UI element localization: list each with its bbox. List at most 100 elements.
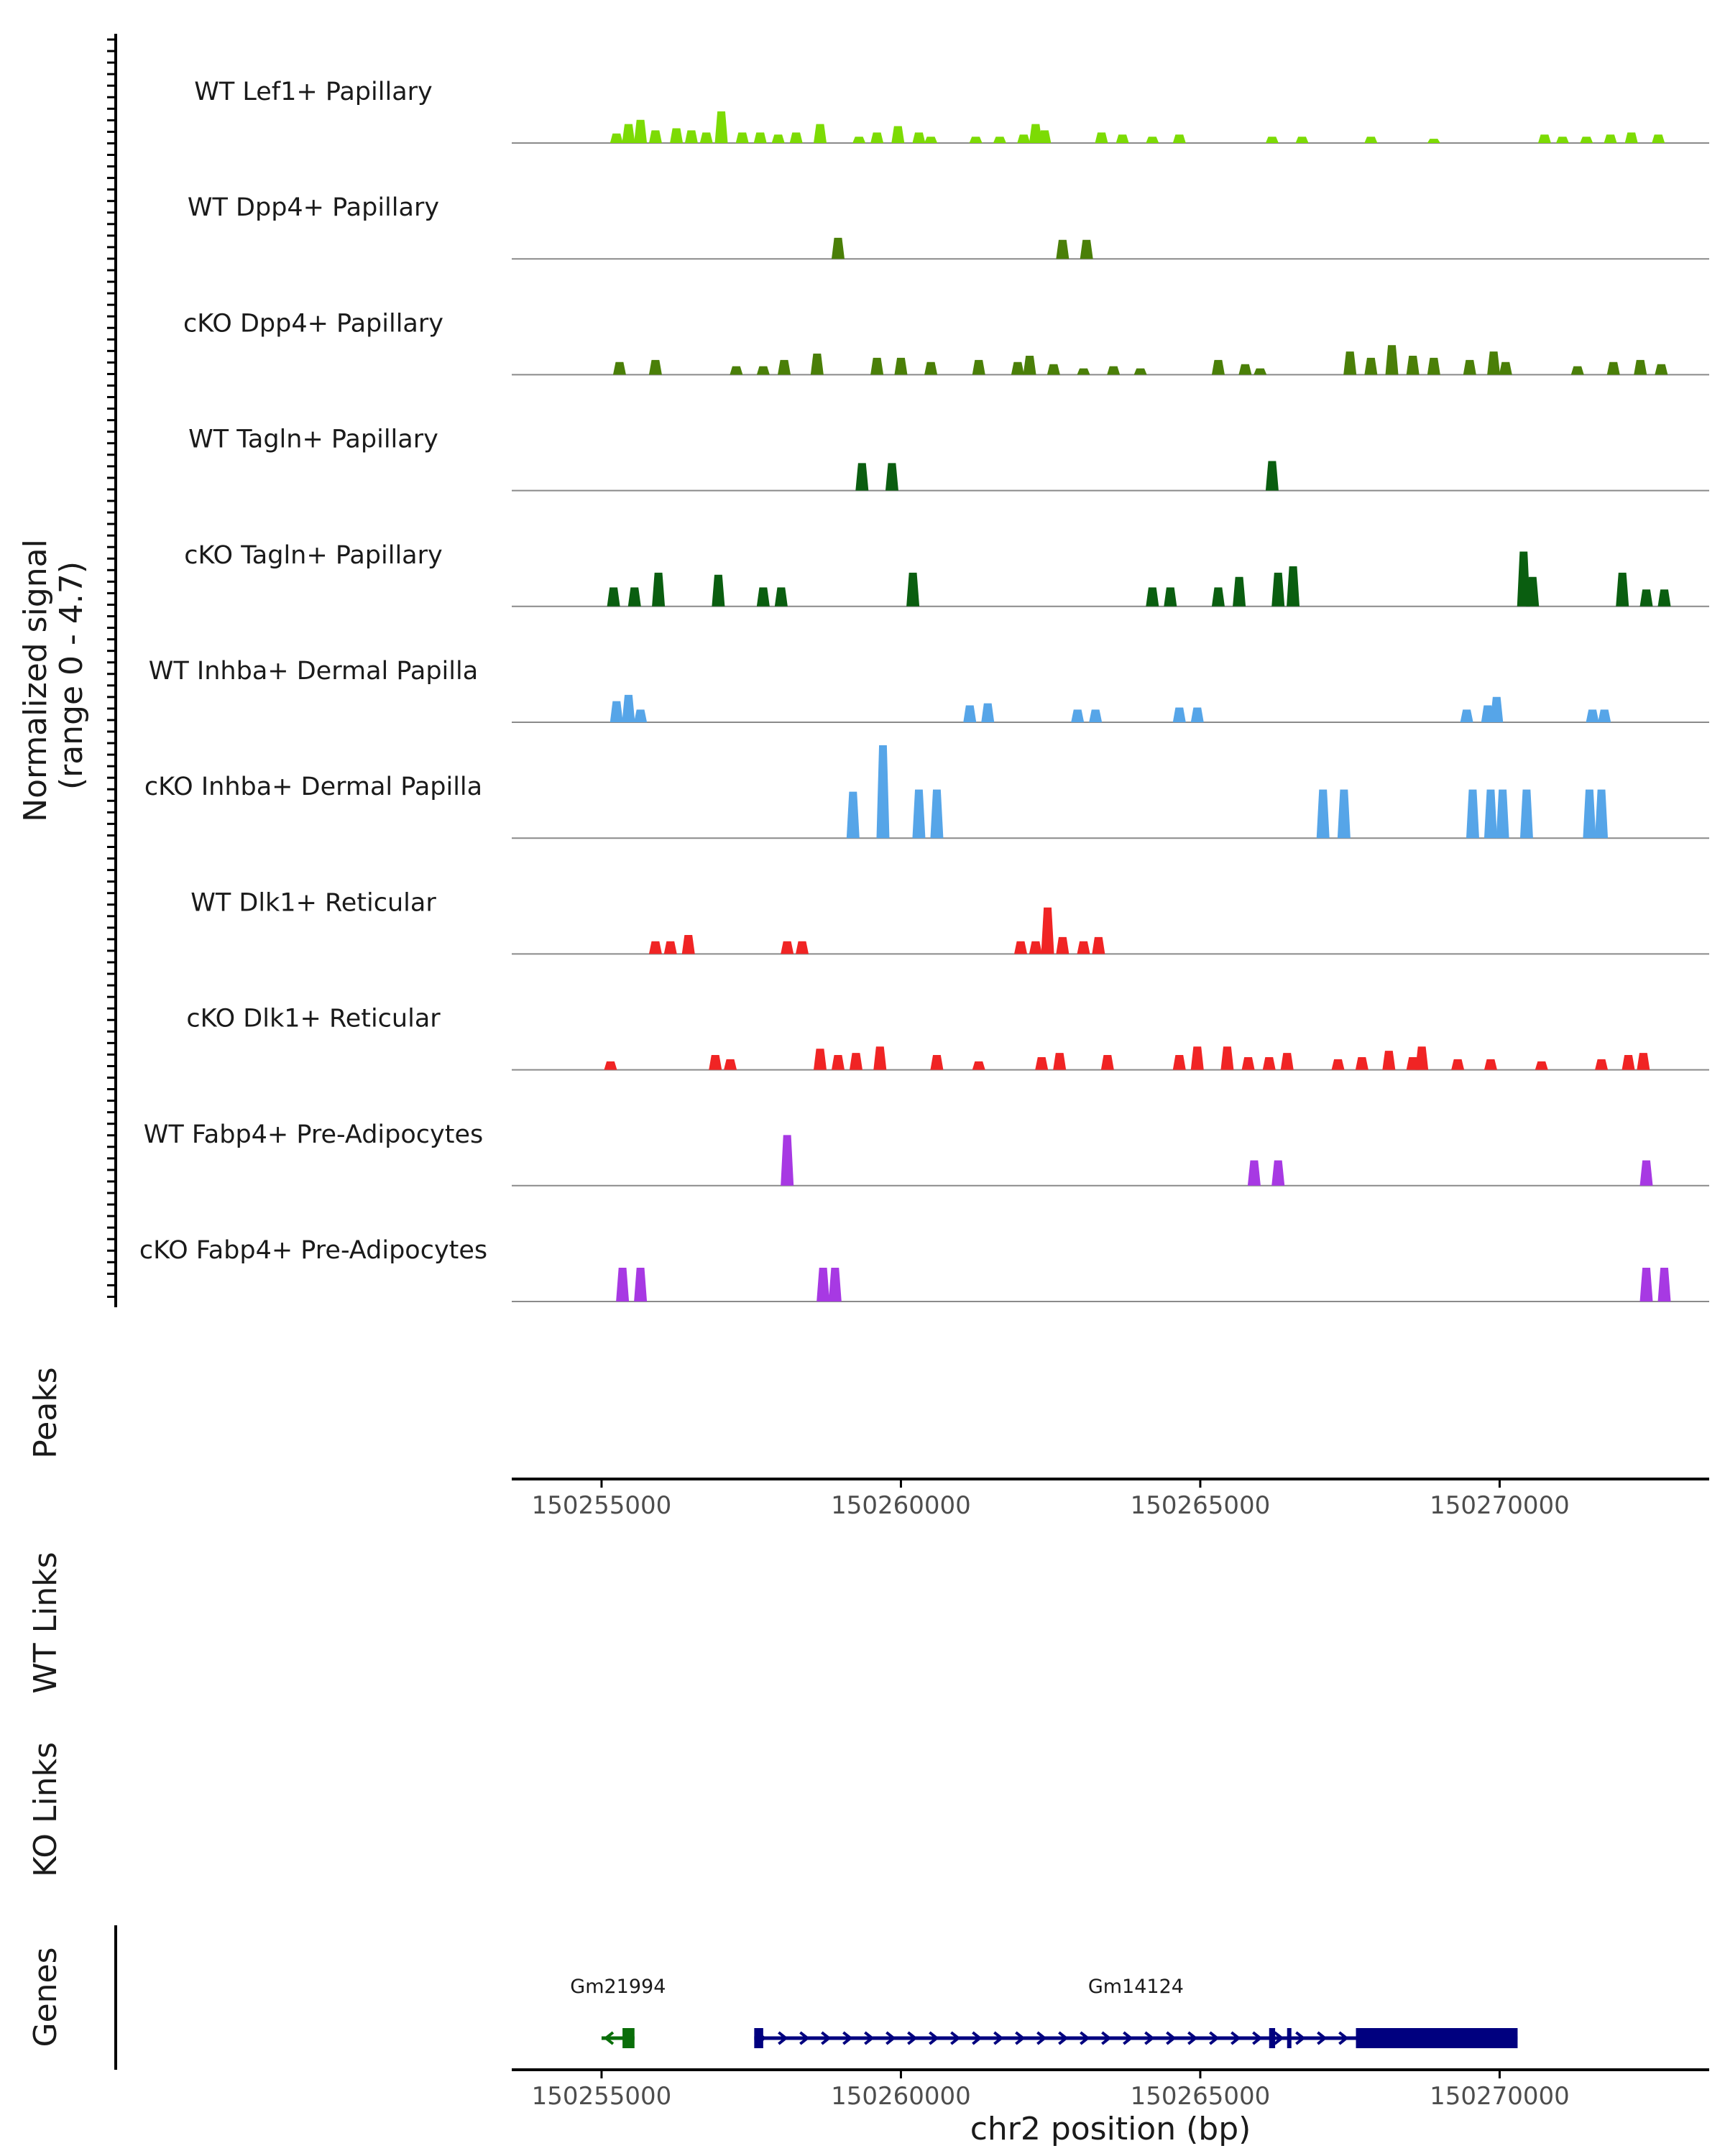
track-label: cKO Dpp4+ Papillary xyxy=(183,309,443,338)
strand-arrow xyxy=(1015,2031,1026,2045)
track-label: WT Dlk1+ Reticular xyxy=(190,888,436,917)
signal-peak xyxy=(1570,366,1584,375)
signal-peak xyxy=(1555,137,1569,143)
signal-peak xyxy=(912,789,926,839)
track-label: WT Lef1+ Papillary xyxy=(194,78,433,106)
signal-peak xyxy=(778,359,791,375)
strand-arrow xyxy=(1209,2031,1220,2045)
y-axis-label-line2: (range 0 - 4.7) xyxy=(53,561,90,790)
signal-peak xyxy=(1639,1268,1653,1302)
signal-peak xyxy=(1089,709,1103,722)
strand-arrow xyxy=(1166,2031,1177,2045)
strand-arrow xyxy=(1252,2031,1263,2045)
signal-peak xyxy=(1014,941,1028,954)
signal-peak xyxy=(681,934,695,954)
x-tick-label: 150260000 xyxy=(831,1491,971,1520)
signal-peak xyxy=(912,132,926,143)
signal-peak xyxy=(894,357,908,375)
signal-peak xyxy=(1077,941,1090,954)
strand-arrow xyxy=(1317,2031,1328,2045)
signal-peak xyxy=(1657,1268,1671,1302)
signal-peak xyxy=(1331,1059,1345,1070)
strand-arrow xyxy=(799,2031,810,2045)
signal-peak xyxy=(1295,137,1309,143)
signal-peak xyxy=(1616,572,1629,607)
signal-peak xyxy=(831,1055,845,1070)
signal-peak xyxy=(1652,134,1665,143)
genes-label: Genes xyxy=(27,1947,64,2047)
track-5: WT Inhba+ Dermal Papilla xyxy=(149,657,1709,723)
strand-arrow xyxy=(603,2031,615,2045)
signal-peak xyxy=(724,1059,737,1070)
signal-peak xyxy=(648,941,662,954)
signal-peak xyxy=(1190,1046,1204,1070)
signal-peak xyxy=(1598,709,1611,722)
track-label: WT Inhba+ Dermal Papilla xyxy=(149,657,478,686)
signal-peak xyxy=(1265,461,1279,491)
track-3: WT Tagln+ Papillary xyxy=(188,425,1709,492)
signal-peak xyxy=(1490,696,1504,722)
signal-peak xyxy=(1586,709,1599,722)
signal-peak xyxy=(1164,587,1177,607)
signal-peak xyxy=(699,132,713,143)
signal-peak xyxy=(1017,134,1031,143)
signal-peak xyxy=(1622,1055,1635,1070)
signal-peak xyxy=(781,941,794,954)
signal-peak xyxy=(1029,124,1042,143)
signal-peak xyxy=(684,130,698,143)
track-2: cKO Dpp4+ Papillary xyxy=(183,309,1709,376)
track-6: cKO Inhba+ Dermal Papilla xyxy=(144,745,1709,839)
track-label: cKO Fabp4+ Pre-Adipocytes xyxy=(139,1236,487,1265)
strand-arrow xyxy=(1187,2031,1198,2045)
signal-peak xyxy=(930,1055,944,1070)
signal-peak xyxy=(1172,707,1186,722)
signal-peak xyxy=(972,359,985,375)
signal-peak xyxy=(1254,368,1267,375)
gene-label: Gm21994 xyxy=(570,1976,666,1998)
signal-peak xyxy=(1639,589,1653,607)
signal-peak xyxy=(612,361,626,375)
signal-peak xyxy=(1046,364,1060,375)
signal-peak xyxy=(1406,355,1420,375)
signal-peak xyxy=(1241,1056,1255,1070)
signal-peak xyxy=(709,1055,722,1070)
signal-peak xyxy=(1053,1053,1067,1070)
peaks-x-axis: 150255000 150260000 150265000 150270000 xyxy=(532,1479,1570,1520)
signal-peak xyxy=(648,359,662,375)
signal-peak xyxy=(627,587,641,607)
signal-peak xyxy=(634,709,648,722)
signal-peak xyxy=(1035,1056,1049,1070)
x-tick-label: 150265000 xyxy=(1131,2082,1271,2111)
signal-peak xyxy=(1287,566,1300,607)
strand-arrow xyxy=(972,2031,983,2045)
signal-peak xyxy=(993,137,1006,143)
signal-peak xyxy=(712,574,725,607)
strand-arrow xyxy=(1230,2031,1241,2045)
signal-peak xyxy=(1580,137,1593,143)
signal-peak xyxy=(1382,1051,1396,1070)
track-label: WT Tagln+ Papillary xyxy=(188,425,438,454)
signal-peak xyxy=(1595,1059,1609,1070)
track-9: WT Fabp4+ Pre-Adipocytes xyxy=(144,1120,1709,1187)
x-tick-label: 150255000 xyxy=(532,1491,672,1520)
signal-peak xyxy=(1316,789,1330,839)
signal-peak xyxy=(891,126,905,143)
signal-peak xyxy=(1190,707,1204,722)
signal-peak xyxy=(1385,345,1399,375)
signal-peak xyxy=(855,463,869,491)
signal-peak xyxy=(924,361,938,375)
signal-peak xyxy=(852,137,866,143)
signal-peak xyxy=(1265,137,1279,143)
signal-peak xyxy=(1463,359,1476,375)
signal-peak xyxy=(1071,709,1085,722)
signal-peak xyxy=(1271,572,1285,607)
signal-peak xyxy=(1077,368,1090,375)
track-4: cKO Tagln+ Papillary xyxy=(184,541,1709,607)
signal-peak xyxy=(648,130,662,143)
signal-peak xyxy=(1639,1160,1653,1186)
track-label: cKO Tagln+ Papillary xyxy=(184,541,443,570)
signal-peak xyxy=(873,1046,887,1070)
signal-peak xyxy=(1624,132,1638,143)
signal-peak xyxy=(1233,576,1246,607)
signal-peak xyxy=(1466,789,1479,839)
